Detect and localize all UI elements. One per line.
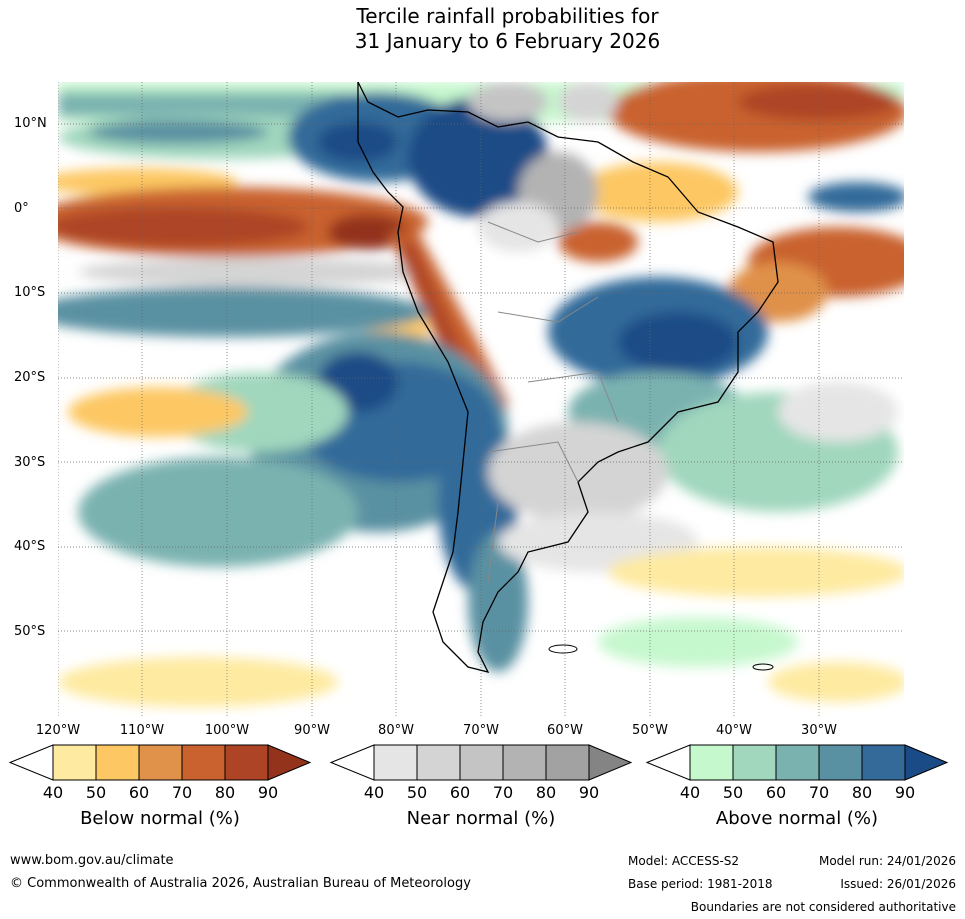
lon-label-70w: 70°W xyxy=(463,723,499,738)
cbar-near-50-60 xyxy=(416,744,461,781)
cbar-above-arrow-right xyxy=(904,744,949,781)
cbar-below-60-70 xyxy=(138,744,183,781)
cbar-near-tick-60: 60 xyxy=(449,783,471,802)
cbar-below-label: Below normal (%) xyxy=(80,808,240,829)
cbar-near-40-50 xyxy=(373,744,418,781)
probability-map xyxy=(58,82,904,716)
cbar-below-80-90 xyxy=(224,744,269,781)
lat-label-40s: 40°S xyxy=(14,539,46,554)
lon-label-110w: 110°W xyxy=(119,723,165,738)
cbar-below-tick-70: 70 xyxy=(171,783,193,802)
cbar-near-arrow-right xyxy=(588,744,633,781)
lat-label-10n: 10°N xyxy=(14,116,47,131)
cbar-above-50-60 xyxy=(732,744,777,781)
cbar-below-tick-80: 80 xyxy=(214,783,236,802)
lon-label-80w: 80°W xyxy=(378,723,414,738)
cbar-below-40-50 xyxy=(52,744,97,781)
cbar-below-arrow-right xyxy=(267,744,312,781)
cbar-below-tick-90: 90 xyxy=(257,783,279,802)
cbar-near-tick-40: 40 xyxy=(363,783,385,802)
lon-label-30w: 30°W xyxy=(801,723,837,738)
cbar-near-tick-50: 50 xyxy=(406,783,428,802)
cbar-above-60-70 xyxy=(775,744,820,781)
lat-label-0: 0° xyxy=(14,201,29,216)
title-line-1: Tercile rainfall probabilities for xyxy=(356,4,659,28)
footer-copyright: © Commonwealth of Australia 2026, Austra… xyxy=(10,876,471,891)
cbar-above-tick-40: 40 xyxy=(679,783,701,802)
colorbar-above-normal xyxy=(645,744,949,781)
lon-label-40w: 40°W xyxy=(716,723,752,738)
cbar-above-tick-80: 80 xyxy=(851,783,873,802)
country-borders xyxy=(487,221,619,583)
colorbar-near-normal xyxy=(329,744,633,781)
lon-label-90w: 90°W xyxy=(294,723,330,738)
cbar-below-arrow-left xyxy=(8,744,54,781)
colorbar-below-normal xyxy=(8,744,312,781)
cbar-near-tick-80: 80 xyxy=(535,783,557,802)
cbar-below-tick-50: 50 xyxy=(85,783,107,802)
title-line-2: 31 January to 6 February 2026 xyxy=(354,29,661,53)
cbar-above-tick-50: 50 xyxy=(722,783,744,802)
lat-label-10s: 10°S xyxy=(14,285,46,300)
lat-label-50s: 50°S xyxy=(14,624,46,639)
map-title: Tercile rainfall probabilities for 31 Ja… xyxy=(0,4,965,54)
lon-label-50w: 50°W xyxy=(632,723,668,738)
cbar-near-label: Near normal (%) xyxy=(406,808,556,829)
cbar-above-tick-60: 60 xyxy=(765,783,787,802)
cbar-above-tick-70: 70 xyxy=(808,783,830,802)
cbar-near-tick-90: 90 xyxy=(578,783,600,802)
cbar-below-70-80 xyxy=(181,744,226,781)
cbar-below-50-60 xyxy=(95,744,140,781)
lon-label-120w: 120°W xyxy=(35,723,81,738)
cbar-near-60-70 xyxy=(459,744,504,781)
cbar-above-80-90 xyxy=(861,744,906,781)
footer-base-period: Base period: 1981-2018 xyxy=(628,877,773,891)
falkland-islands xyxy=(548,644,578,654)
footer-model: Model: ACCESS-S2 xyxy=(628,854,740,868)
cbar-above-70-80 xyxy=(818,744,863,781)
lat-label-30s: 30°S xyxy=(14,455,46,470)
lat-label-20s: 20°S xyxy=(14,370,46,385)
lon-label-100w: 100°W xyxy=(204,723,250,738)
cbar-above-tick-90: 90 xyxy=(894,783,916,802)
footer-disclaimer: Boundaries are not considered authoritat… xyxy=(690,900,956,914)
cbar-above-label: Above normal (%) xyxy=(715,808,879,829)
cbar-near-tick-70: 70 xyxy=(492,783,514,802)
map-svg xyxy=(58,82,904,716)
cbar-below-tick-60: 60 xyxy=(128,783,150,802)
cbar-near-arrow-left xyxy=(329,744,375,781)
footer-url[interactable]: www.bom.gov.au/climate xyxy=(10,853,174,868)
cbar-above-40-50 xyxy=(689,744,734,781)
south-america-coastline xyxy=(357,82,779,673)
footer-model-run: Model run: 24/01/2026 xyxy=(818,854,956,868)
cbar-below-tick-40: 40 xyxy=(42,783,64,802)
cbar-near-70-80 xyxy=(502,744,547,781)
cbar-above-arrow-left xyxy=(645,744,691,781)
lon-label-60w: 60°W xyxy=(547,723,583,738)
footer-issued: Issued: 26/01/2026 xyxy=(840,877,956,891)
south-georgia-island xyxy=(752,663,774,671)
cbar-near-80-90 xyxy=(545,744,590,781)
